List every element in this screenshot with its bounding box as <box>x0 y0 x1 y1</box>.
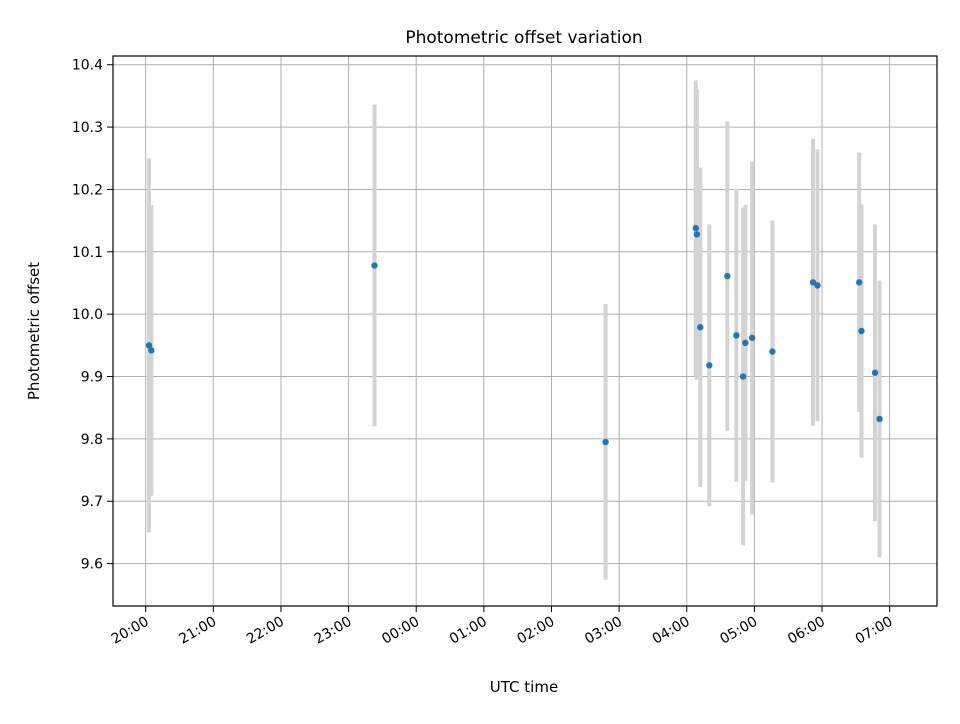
x-tick-label: 06:00 <box>785 614 828 648</box>
data-point <box>697 324 704 331</box>
data-point <box>724 272 731 280</box>
data-point <box>858 327 865 335</box>
x-tick-label: 07:00 <box>853 614 896 648</box>
data-points <box>145 224 883 446</box>
y-tick-label: 10.3 <box>72 120 103 136</box>
y-axis-ticks: 9.6 9.7 9.8 9.9 10.0 10.1 10.2 10.3 10.4 <box>72 58 113 573</box>
data-point <box>769 348 776 355</box>
y-tick-label: 9.6 <box>81 557 103 573</box>
x-tick-label: 21:00 <box>176 614 219 648</box>
x-tick-label: 20:00 <box>109 614 152 648</box>
y-tick-label: 10.4 <box>72 58 103 74</box>
x-tick-label: 23:00 <box>312 614 355 648</box>
x-tick-label: 04:00 <box>650 614 693 648</box>
x-tick-label: 22:00 <box>244 614 287 648</box>
y-axis-label: Photometric offset <box>25 262 43 400</box>
x-axis-ticks: 20:00 21:00 22:00 23:00 00:00 01:00 02:00 03:00… <box>109 606 896 648</box>
data-point <box>876 415 883 423</box>
data-point <box>148 347 155 354</box>
data-point <box>742 339 749 347</box>
x-axis-label: UTC time <box>490 678 558 696</box>
x-tick-label: 05:00 <box>717 614 760 648</box>
y-tick-label: 10.1 <box>72 245 103 261</box>
data-point <box>814 282 821 289</box>
x-tick-label: 01:00 <box>447 614 490 648</box>
chart-title: Photometric offset variation <box>405 28 642 48</box>
error-bars <box>147 80 882 580</box>
data-point <box>809 279 817 286</box>
grid <box>113 56 937 606</box>
x-tick-label: 02:00 <box>515 614 558 648</box>
data-point <box>371 262 378 269</box>
y-tick-label: 9.8 <box>81 432 103 448</box>
data-point <box>871 369 879 376</box>
y-tick-label: 9.9 <box>81 370 103 386</box>
data-point <box>692 224 699 232</box>
data-point <box>748 334 756 342</box>
data-point <box>145 342 153 349</box>
data-point <box>706 362 713 369</box>
y-tick-label: 10.0 <box>72 307 103 323</box>
x-tick-label: 03:00 <box>582 614 625 648</box>
plot-frame <box>112 55 938 607</box>
data-point <box>693 231 701 238</box>
data-point <box>733 332 740 339</box>
y-tick-label: 9.7 <box>81 494 103 510</box>
y-tick-label: 10.2 <box>72 182 103 198</box>
data-point <box>602 438 609 446</box>
data-point <box>856 279 863 286</box>
data-point <box>739 373 747 380</box>
x-tick-label: 00:00 <box>379 614 422 648</box>
